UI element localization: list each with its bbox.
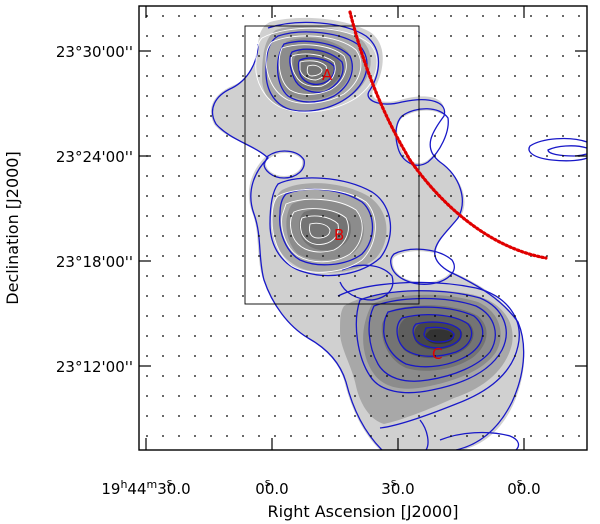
y-tick-label-2: 23°24'00'' — [56, 148, 133, 166]
x-tick-label-4-seconds: 00.0 — [507, 480, 540, 498]
red-arc — [348, 10, 548, 260]
plot-frame — [138, 5, 588, 451]
y-axis-title: Declination [J2000] — [3, 151, 22, 304]
y-tick-label-3: 23°18'00'' — [56, 253, 133, 271]
dotted-grid — [139, 6, 587, 450]
marker-c: C — [432, 345, 442, 363]
y-tick-label-1: 23°30'00'' — [56, 43, 133, 61]
x-tick-label-3: 30.0s — [381, 476, 414, 498]
markers: A B C — [322, 66, 442, 363]
x-tick-labels: 19h44m30.0s 00.0s 30.0s 00.0s — [101, 476, 540, 498]
x-tick-label-4: 00.0s — [507, 476, 540, 498]
x-tick-label-1-h: h — [120, 478, 127, 491]
x-tick-label-1-m: m — [147, 478, 158, 491]
y-tick-label-4: 23°12'00'' — [56, 358, 133, 376]
x-tick-label-3-s: s — [391, 476, 397, 489]
x-axis-title: Right Ascension [J2000] — [268, 502, 459, 521]
x-tick-label-3-seconds: 30.0 — [381, 480, 414, 498]
x-tick-label-2: 00.0s — [255, 476, 288, 498]
x-tick-label-4-s: s — [517, 476, 523, 489]
x-tick-label-2-seconds: 00.0 — [255, 480, 288, 498]
y-tick-labels: 23°30'00'' 23°24'00'' 23°18'00'' 23°12'0… — [56, 43, 133, 376]
x-tick-label-1: 19h44m30.0s — [101, 476, 190, 498]
marker-b: B — [334, 226, 344, 244]
x-tick-label-1-hours: 19 — [101, 480, 120, 498]
x-tick-label-2-s: s — [265, 476, 271, 489]
x-tick-label-1-seconds: 30.0 — [157, 480, 190, 498]
x-tick-label-1-s: s — [167, 476, 173, 489]
marker-a: A — [322, 66, 333, 84]
ticks — [139, 6, 587, 450]
x-tick-label-1-minutes: 44 — [127, 480, 146, 498]
field-outline — [244, 25, 420, 305]
